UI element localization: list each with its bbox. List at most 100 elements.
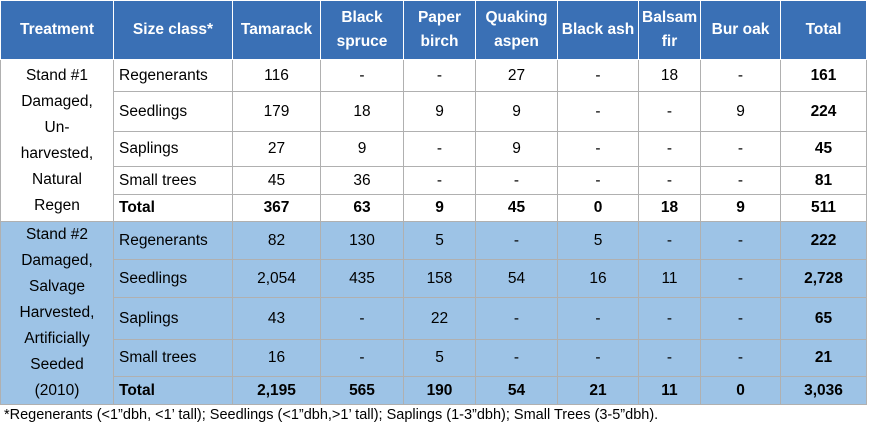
column-header: Quaking aspen xyxy=(475,0,558,60)
treatment-line: Damaged, xyxy=(21,92,93,110)
value-cell: - xyxy=(557,59,639,92)
table-row: Total 367 63 9 45 0 18 9 511 xyxy=(1,194,867,222)
value-cell: 45 xyxy=(232,166,321,195)
value-cell: 11 xyxy=(638,259,701,298)
value-cell: 2,195 xyxy=(232,376,321,405)
treatment-line: Stand #2 xyxy=(25,226,89,243)
value-cell: - xyxy=(700,166,781,195)
value-cell: - xyxy=(638,131,701,167)
value-cell: 16 xyxy=(557,259,639,298)
treatment-line: Harvested, xyxy=(19,304,95,321)
column-header: Tamarack xyxy=(232,0,321,60)
value-cell: - xyxy=(557,131,639,167)
value-cell: - xyxy=(638,166,701,195)
value-cell: 27 xyxy=(475,59,558,92)
value-cell: - xyxy=(700,59,781,92)
value-cell: 82 xyxy=(232,221,321,260)
value-cell: 27 xyxy=(232,131,321,167)
value-cell: 9 xyxy=(320,131,404,167)
value-cell: - xyxy=(403,59,476,92)
size-class-cell: Seedlings xyxy=(113,91,233,132)
value-cell: 565 xyxy=(320,376,404,405)
value-cell: - xyxy=(320,297,404,340)
value-cell: - xyxy=(638,221,701,260)
size-class-cell: Small trees xyxy=(113,166,233,195)
table-row: Small trees 16-5- - - -21 xyxy=(1,339,867,377)
size-class-cell: Small trees xyxy=(113,339,233,377)
value-cell: 9 xyxy=(403,91,476,132)
value-cell: 0 xyxy=(700,376,781,405)
value-cell: 130 xyxy=(320,221,404,260)
footnote: *Regenerants (<1”dbh, <1’ tall); Seedlin… xyxy=(4,407,659,423)
size-class-cell: Total xyxy=(113,194,233,222)
column-header: Paper birch xyxy=(403,0,476,60)
data-table: Treatment Size class* Tamarack Black spruce… xyxy=(0,0,867,405)
column-header: Bur oak xyxy=(700,0,781,60)
value-cell: 45 xyxy=(475,194,558,222)
treatment-line: Natural xyxy=(32,170,82,188)
column-header: Total xyxy=(780,0,867,60)
value-cell: 511 xyxy=(780,194,867,222)
size-class-cell: Seedlings xyxy=(113,259,233,298)
treatment-line: Regen xyxy=(34,196,80,214)
value-cell: 43 xyxy=(232,297,321,340)
value-cell: - xyxy=(557,297,639,340)
value-cell: 2,728 xyxy=(780,259,867,298)
table-row: Stand #1 Damaged, Un-harvested, Natural Rege… xyxy=(0,59,867,222)
value-cell: 18 xyxy=(638,194,701,222)
size-class-cell: Regenerants xyxy=(113,221,233,260)
table-row: Seedlings 179 18 9 9- -9 224 xyxy=(1,91,867,132)
value-cell: 5 xyxy=(403,339,476,377)
value-cell: 21 xyxy=(780,339,867,377)
value-cell: 63 xyxy=(320,194,404,222)
treatment-line: harvested, xyxy=(20,144,94,162)
value-cell: 435 xyxy=(320,259,404,298)
size-class-cell: Total xyxy=(113,376,233,405)
value-cell: 224 xyxy=(780,91,867,132)
value-cell: - xyxy=(403,131,476,167)
treatment-line: Stand #1 xyxy=(25,66,89,84)
value-cell: - xyxy=(638,297,701,340)
table-row: Saplings 43-22- - - -65 xyxy=(1,297,867,340)
treatment-line: Damaged, xyxy=(21,252,93,269)
value-cell: - xyxy=(475,221,558,260)
column-header: Treatment xyxy=(0,0,114,60)
value-cell: 45 xyxy=(780,131,867,167)
value-cell: 5 xyxy=(403,221,476,260)
value-cell: - xyxy=(557,166,639,195)
value-cell: 9 xyxy=(700,91,781,132)
value-cell: 22 xyxy=(403,297,476,340)
value-cell: - xyxy=(638,339,701,377)
table-body: Stand #1 Damaged, Un-harvested, Natural Rege… xyxy=(0,59,867,405)
value-cell: - xyxy=(475,297,558,340)
treatment-cell: Stand #2 Damaged, Salvage Harvested, Artific… xyxy=(0,221,114,405)
value-cell: 9 xyxy=(403,194,476,222)
treatment-cell: Stand #1 Damaged, Un-harvested, Natural Rege… xyxy=(0,59,114,222)
treatment-line: Un- xyxy=(44,118,70,136)
value-cell: 179 xyxy=(232,91,321,132)
table-row: Stand #2 Damaged, Salvage Harvested, Artific… xyxy=(0,221,867,405)
size-class-cell: Regenerants xyxy=(113,59,233,92)
value-cell: 367 xyxy=(232,194,321,222)
value-cell: 190 xyxy=(403,376,476,405)
value-cell: 222 xyxy=(780,221,867,260)
column-header: Black spruce xyxy=(320,0,404,60)
value-cell: 54 xyxy=(475,376,558,405)
value-cell: 18 xyxy=(320,91,404,132)
column-header: Size class* xyxy=(113,0,233,60)
value-cell: - xyxy=(475,166,558,195)
value-cell: 18 xyxy=(638,59,701,92)
value-cell: - xyxy=(700,259,781,298)
value-cell: 9 xyxy=(475,91,558,132)
value-cell: - xyxy=(700,297,781,340)
value-cell: - xyxy=(557,91,639,132)
value-cell: 21 xyxy=(557,376,639,405)
size-class-cell: Saplings xyxy=(113,131,233,167)
value-cell: - xyxy=(475,339,558,377)
size-class-cell: Saplings xyxy=(113,297,233,340)
column-header: Balsam fir xyxy=(638,0,701,60)
value-cell: - xyxy=(700,131,781,167)
table-row: Small trees 45 36- - - - -81 xyxy=(1,166,867,195)
value-cell: - xyxy=(700,221,781,260)
